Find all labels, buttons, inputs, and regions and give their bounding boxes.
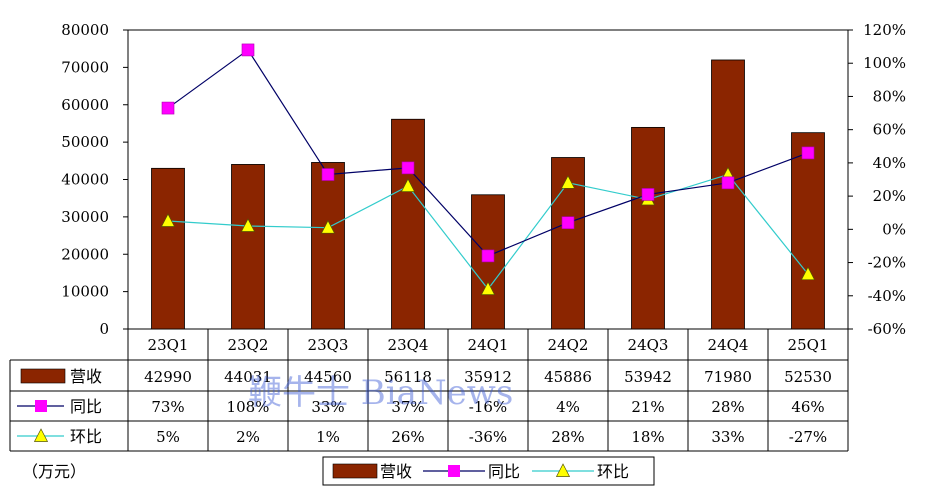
table-cell-value: 5% <box>156 428 180 446</box>
table-row-label: 营收 <box>70 367 102 386</box>
yoy-point <box>401 161 415 175</box>
y2-tick-label: 100% <box>863 54 906 72</box>
table-cell-value: 44031 <box>224 368 272 386</box>
yoy-point <box>561 216 575 229</box>
yoy-point <box>801 146 815 160</box>
category-label: 24Q4 <box>708 336 749 354</box>
table-cell-value: 33% <box>711 428 744 446</box>
table-cell-value: 21% <box>631 398 664 416</box>
y-tick-label: 10000 <box>61 283 109 301</box>
y2-tick-label: -20% <box>868 254 906 272</box>
table-row-label: 同比 <box>70 397 102 416</box>
y2-tick-label: 0% <box>882 220 906 238</box>
category-label: 24Q2 <box>548 336 589 354</box>
table-cell-value: 73% <box>151 398 184 416</box>
category-label: 23Q3 <box>308 336 349 354</box>
yoy-point <box>721 176 735 190</box>
table-cell-value: 46% <box>791 398 824 416</box>
table-cell-value: 4% <box>556 398 580 416</box>
revenue-bar <box>311 162 345 330</box>
qoq-point <box>560 175 576 189</box>
legend-label: 营收 <box>380 462 412 481</box>
y2-tick-label: 40% <box>873 154 906 172</box>
table-cell-value: 28% <box>711 398 744 416</box>
category-label: 23Q2 <box>228 336 269 354</box>
table-cell-value: 2% <box>236 428 260 446</box>
y-tick-label: 80000 <box>61 21 109 39</box>
table-cell-value: -16% <box>469 398 507 416</box>
yoy-point <box>481 249 495 263</box>
table-cell-value: 44560 <box>304 368 352 386</box>
legend-label: 环比 <box>597 462 629 481</box>
yoy-point <box>641 188 655 201</box>
unit-label: （万元） <box>22 462 86 481</box>
table-cell-value: 28% <box>551 428 584 446</box>
qoq-point <box>800 266 816 281</box>
category-label: 24Q3 <box>628 336 669 354</box>
revenue-bar <box>551 157 585 330</box>
revenue-bar <box>631 126 665 330</box>
y-tick-label: 60000 <box>61 96 109 114</box>
table-cell-value: -27% <box>789 428 827 446</box>
yoy-point <box>241 43 255 57</box>
table-cell-value: 1% <box>316 428 340 446</box>
table-cell-value: 45886 <box>544 368 592 386</box>
table-cell-value: 52530 <box>784 368 832 386</box>
category-label: 23Q1 <box>148 336 189 354</box>
table-cell-value: 33% <box>311 398 344 416</box>
table-key-bar <box>20 368 66 384</box>
qoq-point <box>240 218 256 232</box>
table-cell-value: 18% <box>631 428 664 446</box>
table-cell-value: 37% <box>391 398 424 416</box>
yoy-point <box>321 168 335 181</box>
legend-qoq-marker <box>555 463 571 477</box>
table-cell-value: 71980 <box>704 368 752 386</box>
yoy-point <box>161 101 175 115</box>
qoq-point <box>400 178 416 192</box>
table-cell-value: -36% <box>469 428 507 446</box>
y2-tick-label: 20% <box>873 187 906 205</box>
table-cell-value: 35912 <box>464 368 512 386</box>
revenue-bar <box>151 167 185 330</box>
y-tick-label: 30000 <box>61 208 109 226</box>
y2-tick-label: -40% <box>868 287 906 305</box>
category-label: 24Q1 <box>468 336 509 354</box>
table-row-label: 环比 <box>70 427 102 446</box>
y2-tick-label: 80% <box>873 87 906 105</box>
y-tick-label: 40000 <box>61 171 109 189</box>
y-tick-label: 50000 <box>61 133 109 151</box>
watermark-text: 鞭牛士 BiaNews <box>248 373 513 413</box>
qoq-point <box>480 281 496 295</box>
table-cell-value: 53942 <box>624 368 672 386</box>
legend-label: 同比 <box>488 462 520 481</box>
revenue-bar <box>391 118 425 330</box>
category-label: 25Q1 <box>788 336 829 354</box>
table-cell-value: 42990 <box>144 368 192 386</box>
y-tick-label: 70000 <box>61 58 109 76</box>
revenue-bar <box>711 59 745 330</box>
y2-tick-label: 60% <box>873 121 906 139</box>
table-cell-value: 26% <box>391 428 424 446</box>
legend-box <box>322 456 655 486</box>
revenue-bar <box>231 164 265 330</box>
table-key-marker <box>35 400 47 412</box>
qoq-point <box>160 213 176 227</box>
y-tick-label: 0 <box>99 320 109 338</box>
qoq-point <box>320 219 336 234</box>
table-cell-value: 108% <box>227 398 270 416</box>
revenue-bar <box>791 132 825 330</box>
y2-tick-label: 120% <box>863 21 906 39</box>
y2-tick-label: -60% <box>868 320 906 338</box>
legend-yoy-marker <box>448 465 460 477</box>
legend-bar-key <box>332 463 378 479</box>
table-cell-value: 56118 <box>384 368 432 386</box>
category-label: 23Q4 <box>388 336 429 354</box>
table-key-marker <box>33 428 49 442</box>
y-tick-label: 20000 <box>61 245 109 263</box>
